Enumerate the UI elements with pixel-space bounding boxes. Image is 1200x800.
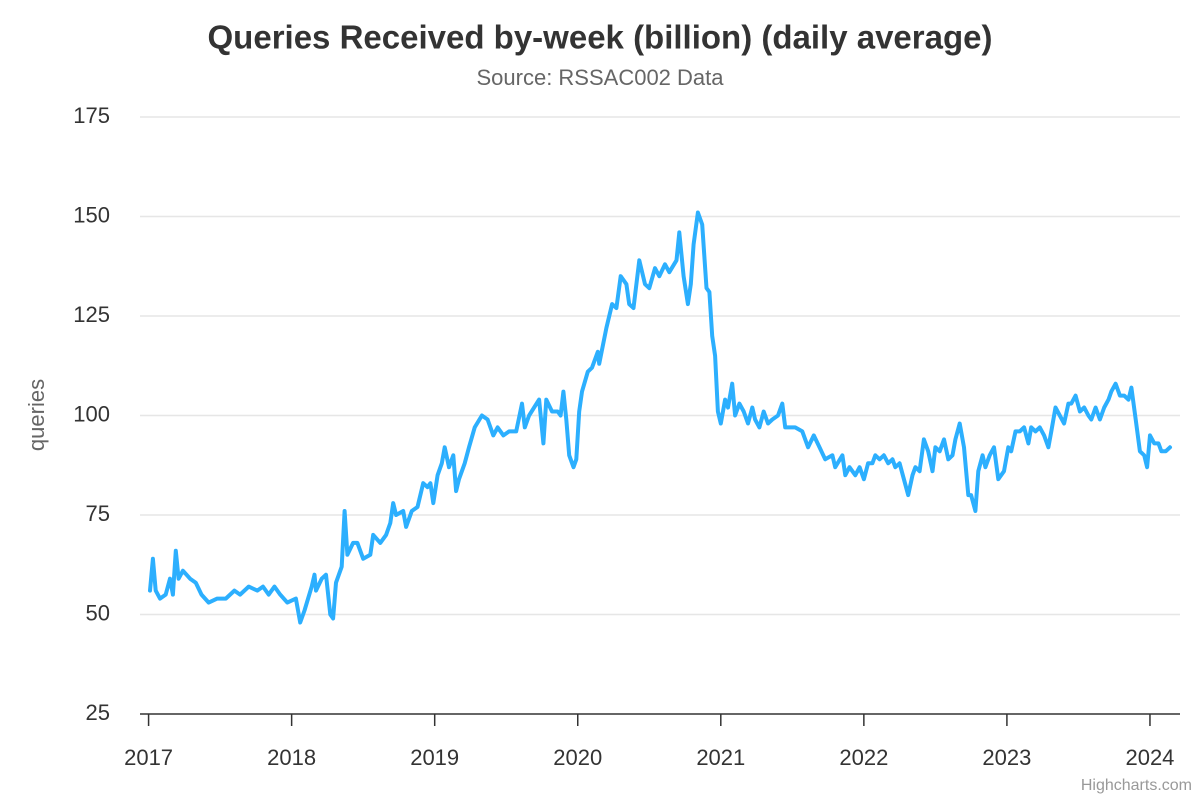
chart-title: Queries Received by-week (billion) (dail… [208, 19, 993, 56]
x-tick-label: 2022 [839, 745, 888, 770]
y-tick-label: 125 [73, 302, 110, 327]
y-tick-label: 50 [86, 600, 110, 625]
x-tick-label: 2019 [410, 745, 459, 770]
x-tick-label: 2021 [696, 745, 745, 770]
x-tick-label: 2020 [553, 745, 602, 770]
chart-subtitle: Source: RSSAC002 Data [476, 65, 724, 90]
data-line [148, 210, 1172, 625]
y-tick-label: 175 [73, 103, 110, 128]
x-tick-label: 2023 [982, 745, 1031, 770]
y-tick-label: 100 [73, 401, 110, 426]
y-tick-label: 150 [73, 202, 110, 227]
y-tick-label: 25 [86, 700, 110, 725]
x-tick-label: 2024 [1125, 745, 1174, 770]
x-tick-label: 2018 [267, 745, 316, 770]
y-tick-label: 75 [86, 501, 110, 526]
credits: Highcharts.com [1081, 777, 1192, 794]
y-axis-title: queries [24, 379, 49, 451]
x-tick-label: 2017 [124, 745, 173, 770]
